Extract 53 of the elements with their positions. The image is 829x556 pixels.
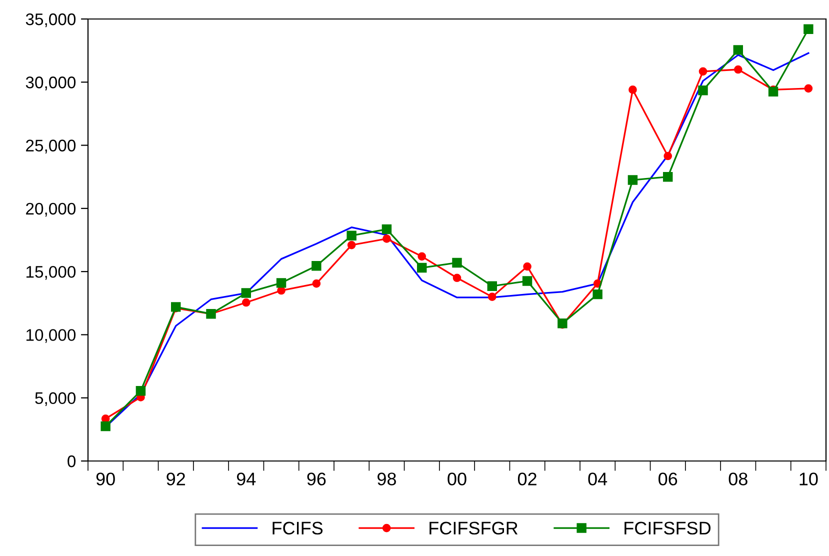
point xyxy=(312,261,322,271)
point xyxy=(347,240,356,250)
point xyxy=(768,86,778,96)
point xyxy=(452,274,462,282)
point xyxy=(488,292,496,301)
x-tick-label: 06 xyxy=(658,472,678,486)
point xyxy=(100,421,110,432)
point xyxy=(698,67,708,76)
point xyxy=(664,152,672,160)
x-tick-label: 92 xyxy=(166,472,185,486)
point xyxy=(487,281,498,291)
legend-label: FCIFS xyxy=(272,522,323,535)
y-tick-label: 5,000 xyxy=(35,392,76,406)
point xyxy=(346,230,356,240)
point xyxy=(418,252,426,261)
point xyxy=(136,386,146,396)
x-tick-label: 00 xyxy=(448,472,466,486)
x-tick-label: 98 xyxy=(378,472,396,486)
point xyxy=(276,278,286,288)
point xyxy=(628,86,637,94)
y-tick-label: 30,000 xyxy=(26,76,76,90)
point xyxy=(242,298,250,307)
point xyxy=(382,234,391,243)
y-tick-label: 25,000 xyxy=(26,140,76,154)
point xyxy=(698,85,708,96)
point xyxy=(804,24,814,34)
x-tick-label: 08 xyxy=(728,472,748,486)
y-tick-label: 0 xyxy=(68,455,76,468)
point xyxy=(523,262,532,271)
point xyxy=(734,65,742,74)
y-tick-label: 10,000 xyxy=(26,329,76,343)
x-tick-label: 96 xyxy=(307,472,326,486)
legend-label: FCIFSFSD xyxy=(624,522,711,535)
point xyxy=(241,288,252,298)
point xyxy=(628,175,638,185)
legend-label: FCIFSFGR xyxy=(430,522,518,535)
x-tick-label: 94 xyxy=(236,472,256,486)
point xyxy=(592,289,602,300)
point xyxy=(312,279,321,288)
x-tick-label: 04 xyxy=(588,472,608,486)
x-tick-label: 02 xyxy=(518,472,536,486)
x-tick-label: 10 xyxy=(800,472,818,486)
x-tick-label: 90 xyxy=(96,472,115,486)
y-tick-label: 35,000 xyxy=(26,13,76,28)
point xyxy=(733,45,744,55)
point xyxy=(522,276,532,286)
y-tick-label: 20,000 xyxy=(26,202,76,217)
point xyxy=(804,84,813,93)
point xyxy=(662,172,673,182)
point xyxy=(452,258,462,268)
point xyxy=(416,262,427,273)
y-tick-label: 15,000 xyxy=(26,266,76,280)
point xyxy=(382,224,392,234)
